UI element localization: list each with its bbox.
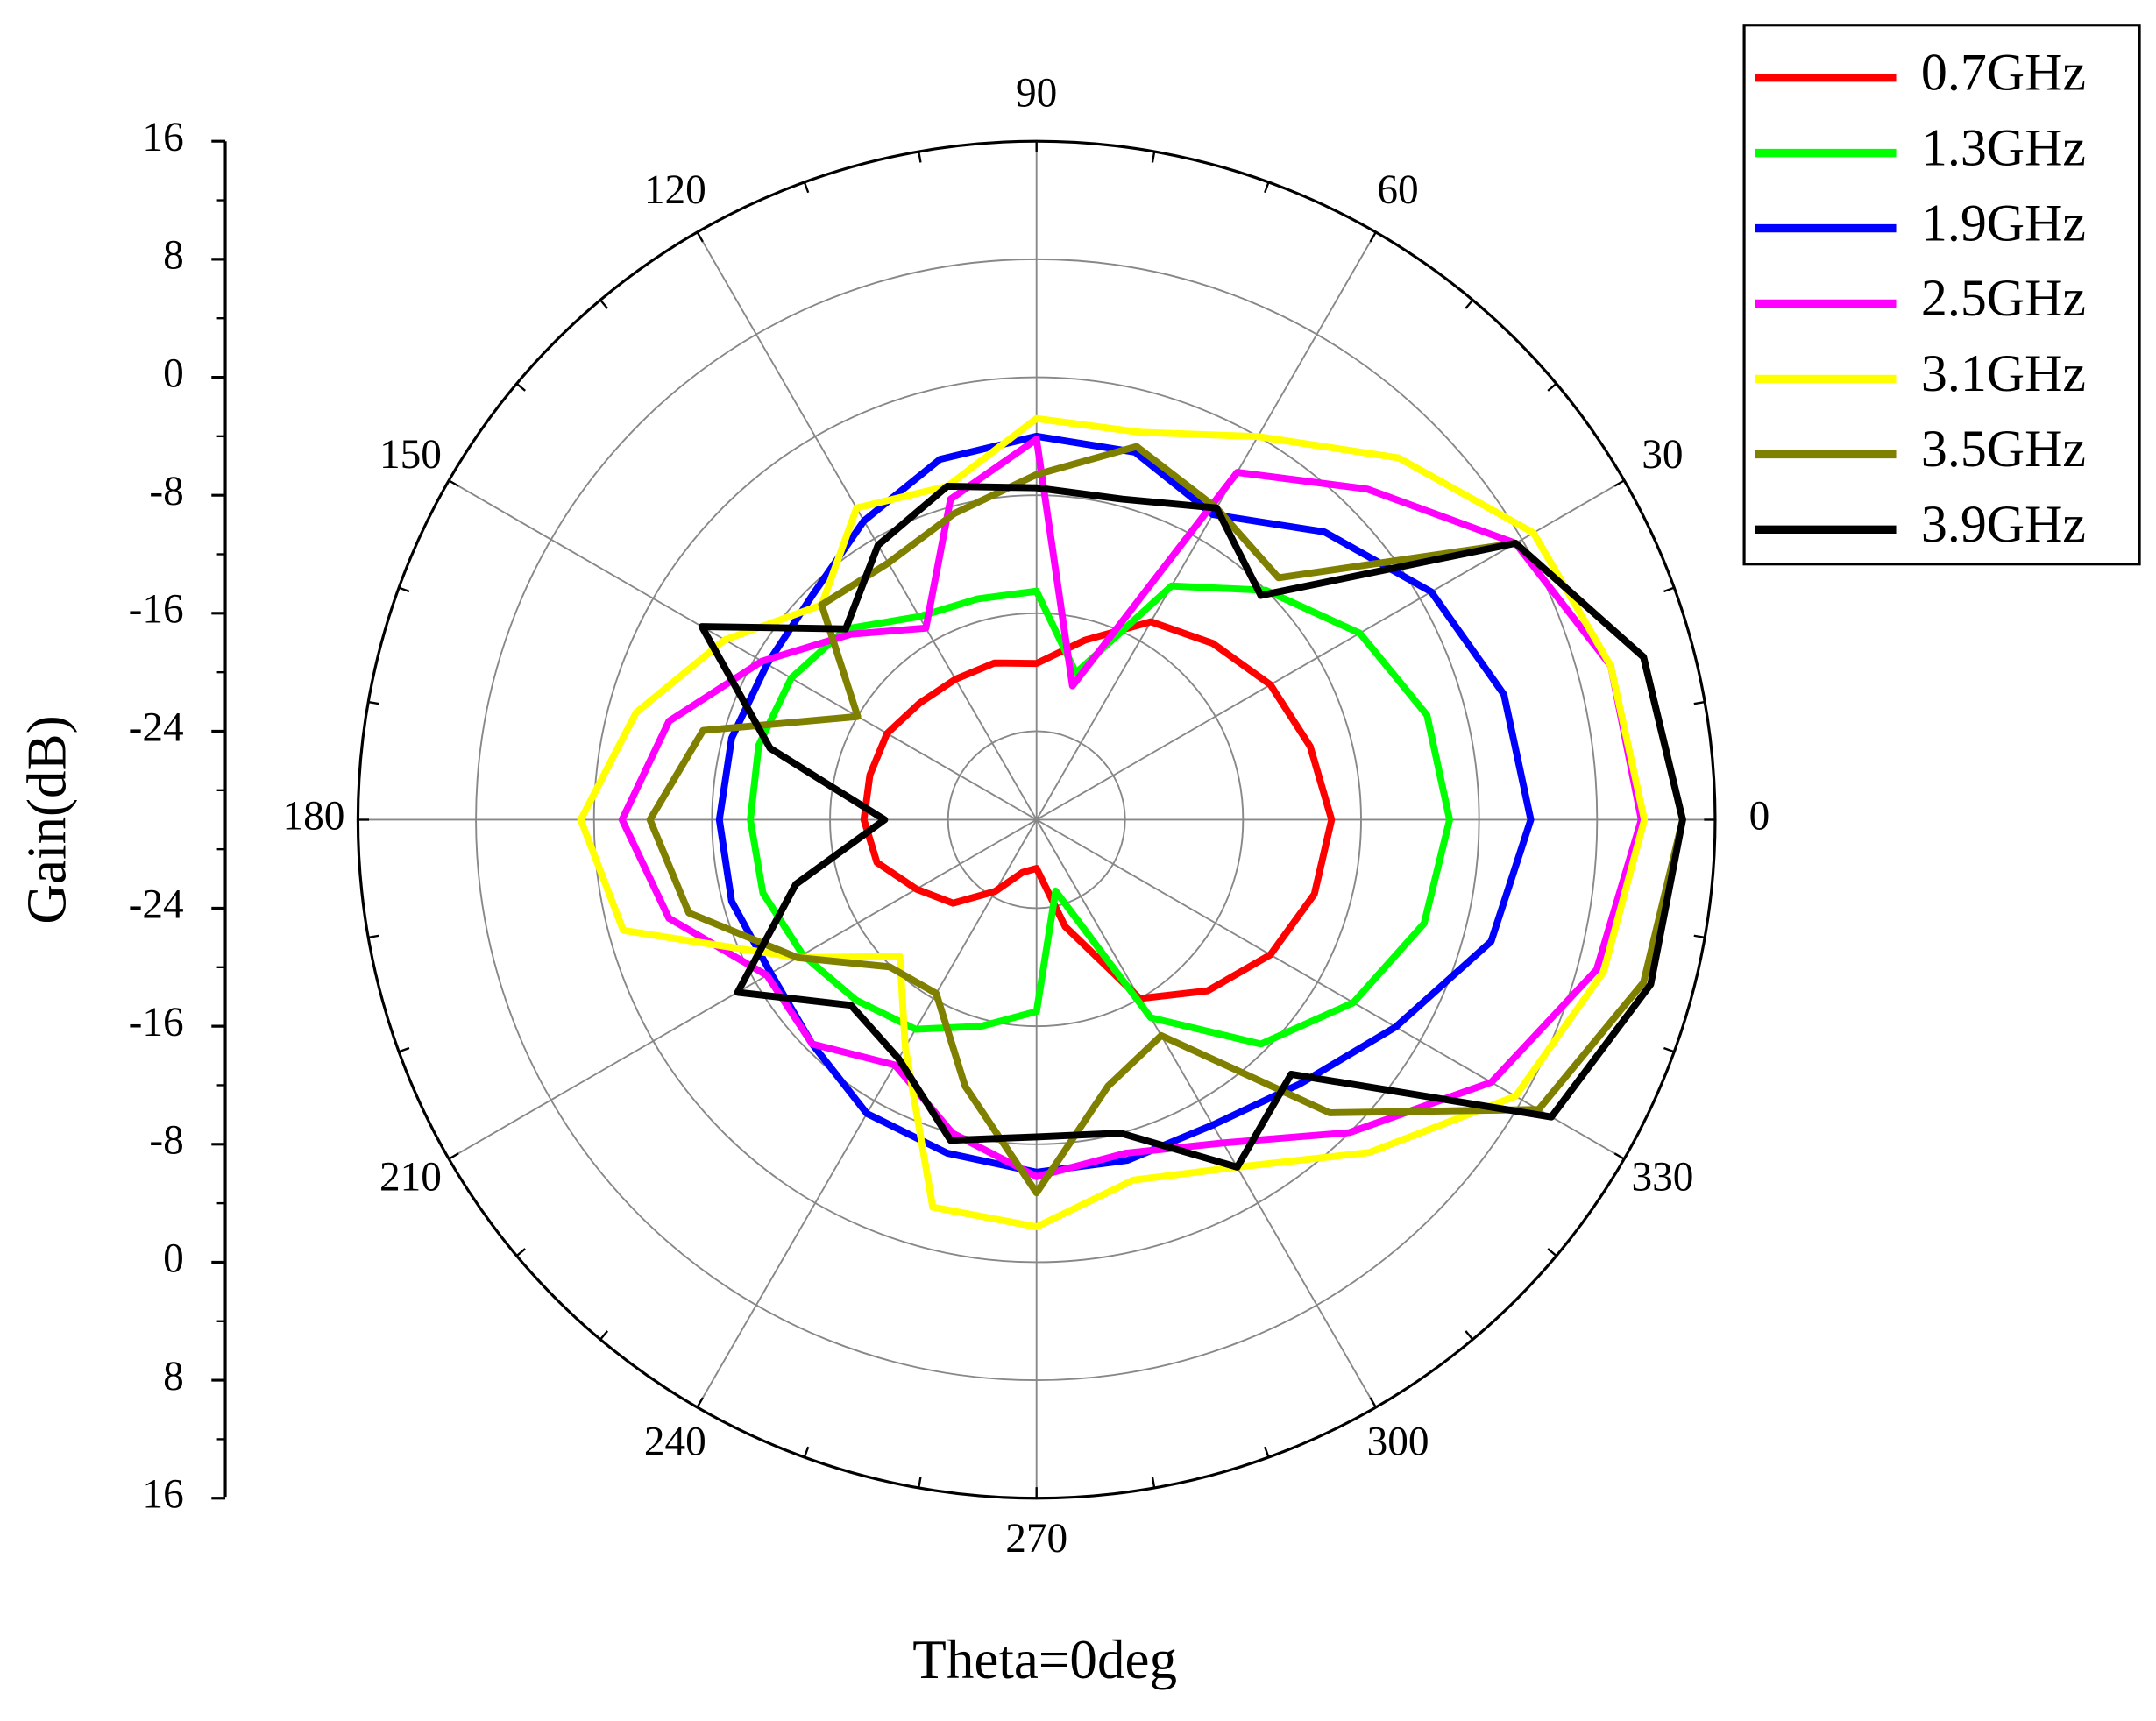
y-tick-label: -16 [129,1000,184,1045]
angle-minor-tick [448,1152,459,1160]
legend-label: 3.1GHz [1921,344,2086,402]
angle-minor-tick [1369,1397,1377,1408]
angle-minor-tick [696,231,704,243]
grid-spoke [1036,479,1625,821]
legend-label: 1.9GHz [1921,194,2086,251]
angle-tick-label: 0 [1749,793,1770,839]
series-line [747,582,1453,1048]
angle-minor-tick [1693,700,1706,705]
y-tick-label: -24 [129,705,184,750]
angle-minor-tick [1547,382,1557,392]
angle-minor-tick [398,1046,410,1053]
legend-label: 3.9GHz [1921,495,2086,553]
y-tick-label: 0 [163,1236,184,1281]
angle-minor-tick [1663,1046,1675,1053]
angle-minor-tick [448,479,459,487]
y-tick-label: -24 [129,882,184,927]
angle-minor-tick [1465,1330,1474,1341]
angle-minor-tick [918,151,922,163]
angle-minor-tick [1264,1446,1270,1458]
angle-tick-label: 270 [1005,1516,1067,1562]
angle-tick-label: 60 [1377,167,1418,213]
angle-tick-label: 30 [1642,432,1683,478]
angle-minor-tick [803,1446,810,1458]
angle-tick-label: 150 [379,432,442,478]
angle-minor-tick [1693,934,1706,939]
angle-minor-tick [1613,479,1625,487]
angle-minor-tick [515,1248,526,1257]
angle-tick-label: 120 [644,167,706,213]
angle-minor-tick [1613,1152,1625,1160]
y-tick-label: -8 [149,469,183,514]
grid-spoke [1035,231,1377,820]
angle-minor-tick [696,1397,704,1408]
angle-minor-tick [1264,181,1270,194]
angle-tick-label: 300 [1367,1420,1429,1465]
series-line [618,436,1645,1180]
angle-tick-label: 90 [1016,71,1057,117]
legend-label: 3.5GHz [1921,420,2086,478]
angle-minor-tick [1369,231,1377,243]
legend-label: 1.3GHz [1921,118,2086,176]
y-tick-label: 8 [163,1354,184,1399]
grid-spoke [1036,818,1625,1160]
angle-minor-tick [599,299,609,309]
y-tick-label: -8 [149,1118,183,1164]
x-axis-label: Theta=0deg [912,1629,1177,1690]
y-axis-label: Gain(dB) [16,715,77,924]
angle-tick-label: 330 [1631,1155,1693,1200]
angle-minor-tick [1151,1477,1156,1489]
angle-minor-tick [1663,586,1675,593]
angle-tick-label: 180 [282,793,344,839]
grid-spoke [448,479,1038,821]
y-tick-label: 16 [142,115,183,160]
angle-minor-tick [599,1330,609,1341]
angle-tick-label: 210 [379,1155,442,1200]
grid-spoke [696,231,1038,820]
y-tick-label: 8 [163,233,184,279]
angle-minor-tick [367,700,379,705]
angle-tick-label: 240 [644,1420,706,1465]
angle-minor-tick [803,181,810,194]
legend-label: 2.5GHz [1921,269,2086,327]
legend-box [1742,24,2141,566]
angle-minor-tick [398,586,410,593]
angle-minor-tick [1547,1248,1557,1257]
series-line [715,432,1535,1176]
angle-minor-tick [515,382,526,392]
series-line [698,483,1686,1171]
angle-minor-tick [918,1477,922,1489]
y-tick-label: 0 [163,351,184,396]
y-tick-label: -16 [129,587,184,633]
legend-label: 0.7GHz [1921,43,2086,101]
angle-minor-tick [367,934,379,939]
angle-minor-tick [1151,151,1156,163]
grid-spoke [1035,819,1377,1408]
angle-minor-tick [1465,299,1474,309]
y-tick-label: 16 [142,1472,183,1518]
